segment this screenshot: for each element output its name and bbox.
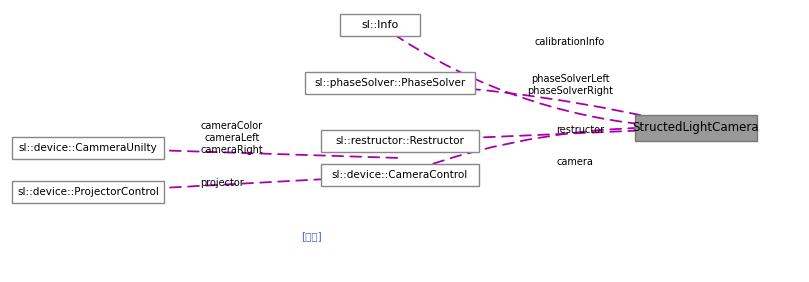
Text: sl::device::ProjectorControl: sl::device::ProjectorControl — [17, 187, 159, 197]
Bar — [321, 164, 479, 186]
Bar — [321, 130, 479, 152]
Text: restructor: restructor — [556, 125, 604, 135]
Bar — [340, 14, 420, 36]
Text: [图例]: [图例] — [302, 231, 322, 241]
Text: sl::Info: sl::Info — [362, 20, 399, 30]
Text: StructedLightCamera: StructedLightCamera — [633, 122, 760, 135]
Text: sl::device::CammeraUnilty: sl::device::CammeraUnilty — [19, 143, 158, 153]
Text: sl::device::CameraControl: sl::device::CameraControl — [332, 170, 468, 180]
Bar — [305, 72, 475, 94]
Text: projector: projector — [200, 178, 244, 188]
Text: phaseSolverLeft
phaseSolverRight: phaseSolverLeft phaseSolverRight — [527, 74, 613, 96]
Text: cameraColor
cameraLeft
cameraRight: cameraColor cameraLeft cameraRight — [201, 121, 264, 155]
Bar — [635, 115, 757, 141]
Text: sl::restructor::Restructor: sl::restructor::Restructor — [336, 136, 464, 146]
Text: camera: camera — [557, 157, 594, 167]
Bar — [12, 137, 164, 159]
Text: sl::phaseSolver::PhaseSolver: sl::phaseSolver::PhaseSolver — [315, 78, 466, 88]
Text: calibrationInfo: calibrationInfo — [535, 37, 605, 47]
Bar — [12, 181, 164, 203]
